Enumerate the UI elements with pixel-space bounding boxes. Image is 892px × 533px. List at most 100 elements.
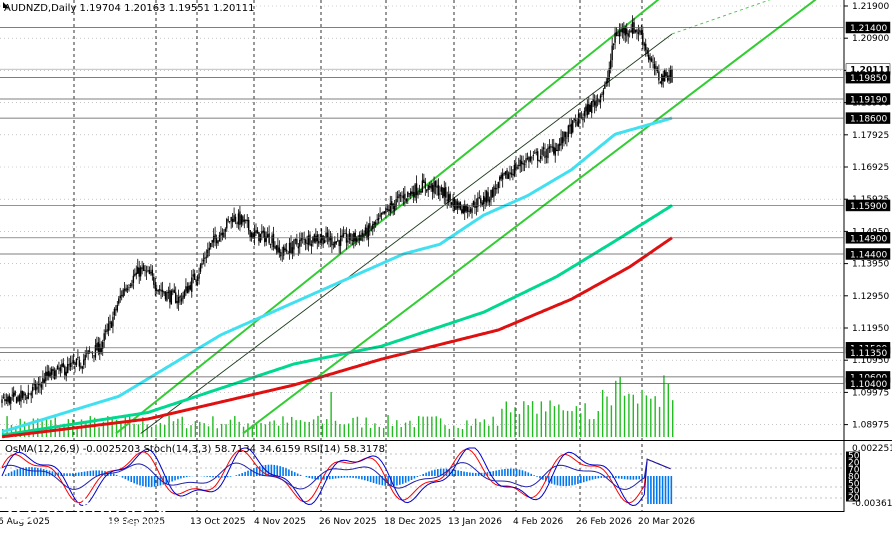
level-label: 1.14900 <box>850 234 887 244</box>
level-label-box <box>845 377 891 390</box>
osma-bar <box>63 473 65 476</box>
candle-body <box>78 360 81 367</box>
osma-bar <box>89 470 92 476</box>
candle-body <box>183 290 186 298</box>
candle-body <box>307 235 310 245</box>
candle-body <box>592 98 594 102</box>
volume-bar <box>150 426 153 437</box>
candle-body <box>56 365 59 369</box>
candle-body <box>626 28 628 35</box>
osma-bar <box>396 476 398 486</box>
osma-bar <box>594 476 597 479</box>
candle-body <box>77 356 79 358</box>
osma-bar <box>536 476 538 477</box>
osma-bar <box>241 473 243 476</box>
candle-body <box>437 184 440 196</box>
osma-bar <box>401 476 404 484</box>
volume-bar <box>545 411 547 437</box>
candle-body <box>135 272 137 275</box>
candle-body <box>617 35 619 37</box>
candle-body <box>407 191 409 198</box>
candle-body <box>516 167 518 169</box>
volume-bar <box>334 420 337 437</box>
candle-body <box>48 370 50 377</box>
candle-body <box>573 118 575 121</box>
candle-body <box>148 269 151 275</box>
osma-bar <box>285 468 287 476</box>
candle-body <box>26 397 28 399</box>
osma-bar <box>28 467 30 476</box>
volume-bar <box>58 425 61 437</box>
candle-body <box>304 239 307 244</box>
volume-bar <box>282 416 284 437</box>
volume-bar <box>107 416 109 437</box>
level-label-box <box>845 199 891 212</box>
candle-body <box>601 94 603 95</box>
candle-body <box>107 323 110 331</box>
indicator-level-box <box>846 465 860 474</box>
candle-body <box>535 151 537 153</box>
candle-body <box>62 362 65 367</box>
candle-body <box>637 32 640 35</box>
candle-body <box>37 383 40 385</box>
osma-bar <box>267 464 270 476</box>
osma-bar <box>54 471 57 476</box>
indicator-level-box <box>846 493 860 502</box>
volume-bar <box>431 416 433 437</box>
candle-body <box>417 192 419 196</box>
osma-bar <box>238 474 241 476</box>
date-tick-label: 4 Nov 2025 <box>254 517 306 527</box>
osma-bar <box>226 476 229 478</box>
candle-body <box>227 219 229 221</box>
price-tick-label: 1.21900 <box>852 2 889 12</box>
candle-body <box>379 214 381 217</box>
candle-body <box>179 296 181 298</box>
candle-body <box>115 309 117 311</box>
volume-bar <box>488 425 490 437</box>
osma-bar <box>585 476 588 482</box>
candle-body <box>338 240 340 247</box>
osma-bar <box>311 476 314 479</box>
candle-body <box>520 161 523 165</box>
candle-body <box>11 394 13 396</box>
candle-body <box>555 149 558 152</box>
osma-bar <box>110 472 112 476</box>
chart-arrow-icon <box>3 2 9 8</box>
volume-bar <box>277 425 280 437</box>
candle-body <box>631 21 634 34</box>
volume-bar <box>199 421 201 437</box>
candle-body <box>579 113 581 118</box>
osma-bar <box>472 472 474 476</box>
candle-body <box>342 233 345 237</box>
candle-body <box>372 224 374 230</box>
volume-bar <box>155 424 157 437</box>
candle-body <box>7 396 9 402</box>
candle-body <box>94 345 97 358</box>
candle-body <box>68 364 70 366</box>
candle-body <box>84 354 86 361</box>
candle-body <box>83 359 85 365</box>
volume-bar <box>514 407 516 437</box>
indicator-level-label: 20 <box>848 459 860 469</box>
osma-bar <box>346 476 349 478</box>
indicator-tick-label: 0.0022517 <box>852 444 892 454</box>
volume-bar <box>286 422 289 437</box>
level-label-box <box>845 93 891 105</box>
candle-body <box>17 396 19 402</box>
osma-bar <box>299 474 302 476</box>
candle-body <box>598 99 600 103</box>
candle-body <box>449 193 451 200</box>
candle-body <box>356 237 358 242</box>
volume-bar <box>185 428 188 437</box>
candle-body <box>272 233 275 248</box>
candle-body <box>246 219 248 222</box>
volume-bar <box>339 424 341 437</box>
osma-bar <box>86 471 89 476</box>
candle-body <box>291 247 294 254</box>
osma-bar <box>13 470 16 476</box>
osma-bar <box>550 476 553 484</box>
candle-body <box>383 211 386 214</box>
candle-body <box>474 202 476 208</box>
volume-bar <box>361 427 363 437</box>
osma-bar <box>504 468 506 476</box>
